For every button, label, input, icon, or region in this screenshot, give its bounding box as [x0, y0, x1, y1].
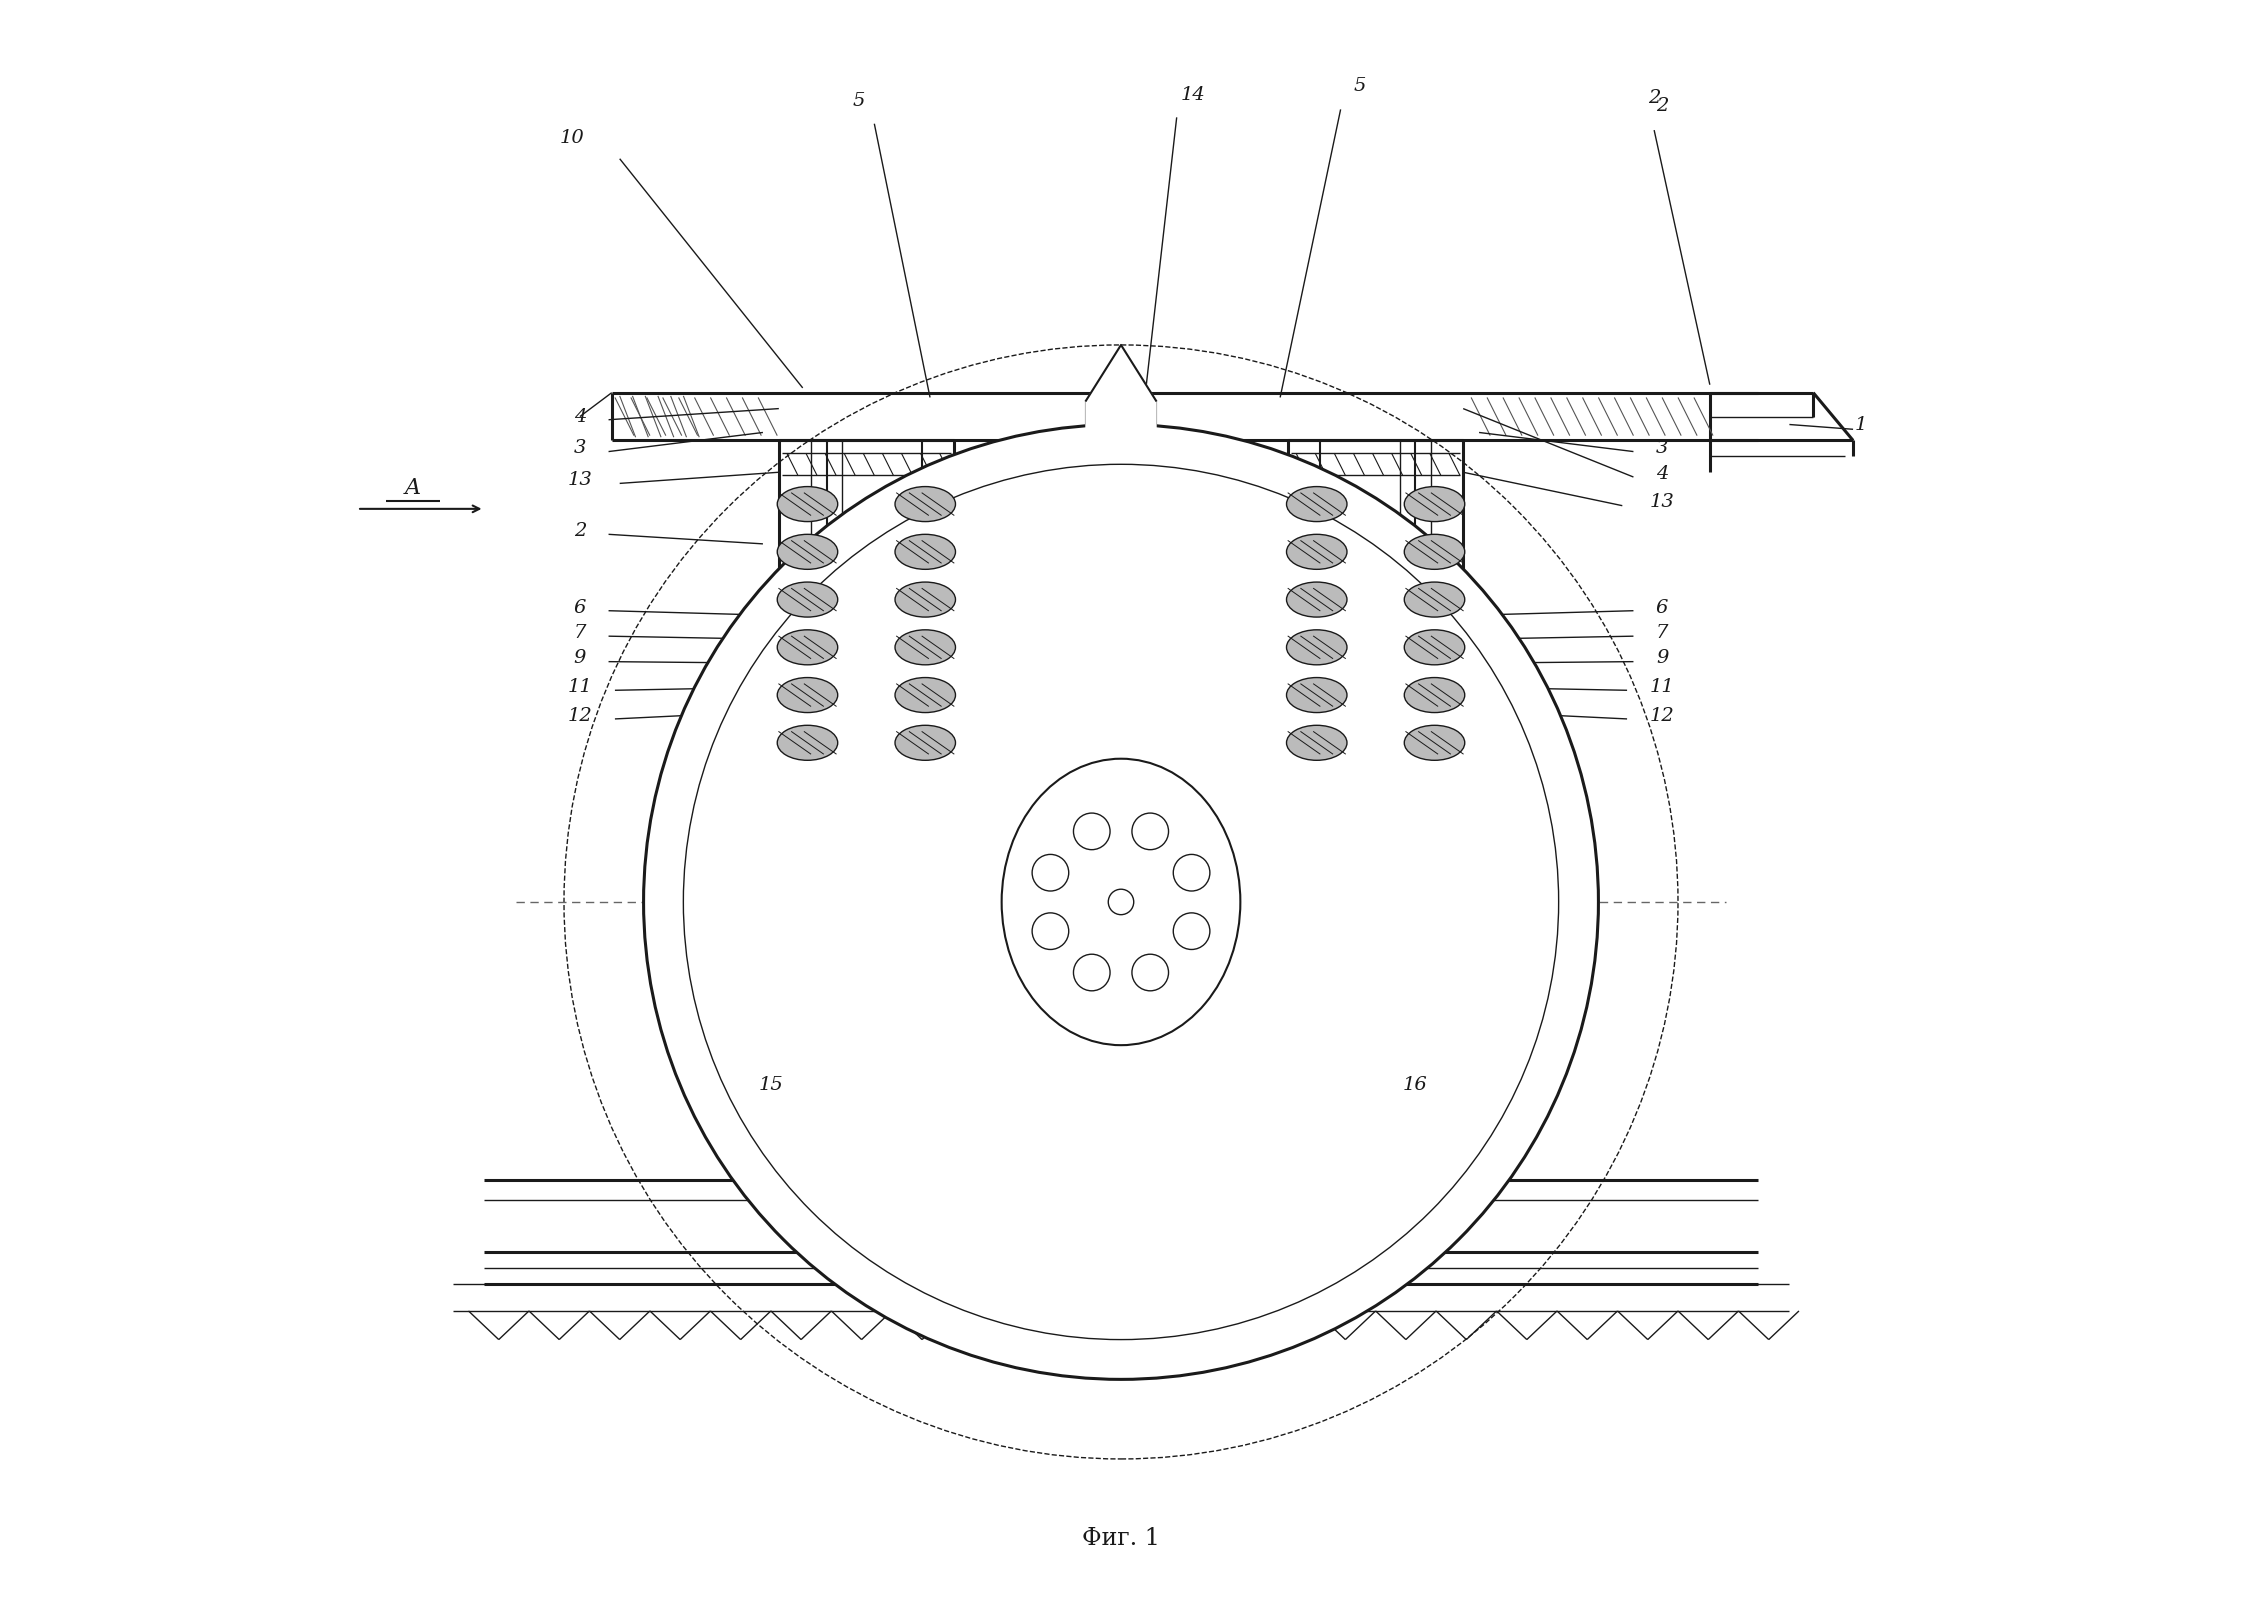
- Text: Фиг. 1: Фиг. 1: [1083, 1527, 1159, 1551]
- Text: 7: 7: [574, 624, 585, 642]
- Ellipse shape: [1002, 759, 1240, 1044]
- Ellipse shape: [895, 677, 955, 712]
- Ellipse shape: [895, 629, 955, 664]
- Text: 2: 2: [574, 522, 585, 540]
- Text: 15: 15: [758, 1076, 782, 1094]
- Text: 12: 12: [1650, 707, 1675, 725]
- Ellipse shape: [1403, 487, 1464, 522]
- Circle shape: [1132, 955, 1168, 990]
- Text: 8: 8: [1074, 1005, 1087, 1022]
- Text: B: B: [1148, 957, 1164, 974]
- Text: 2: 2: [1657, 97, 1668, 115]
- Circle shape: [1173, 913, 1211, 950]
- Text: 14: 14: [1179, 86, 1204, 104]
- Ellipse shape: [778, 677, 839, 712]
- Text: 9: 9: [574, 650, 585, 668]
- Circle shape: [1031, 913, 1069, 950]
- Text: 4: 4: [574, 407, 585, 425]
- Circle shape: [1074, 955, 1110, 990]
- Ellipse shape: [1403, 677, 1464, 712]
- Ellipse shape: [778, 725, 839, 760]
- Circle shape: [1132, 813, 1168, 850]
- Text: 10: 10: [560, 129, 585, 147]
- Ellipse shape: [1403, 535, 1464, 570]
- Text: 6: 6: [574, 599, 585, 616]
- Text: 1: 1: [1854, 415, 1868, 433]
- Text: 4: 4: [1657, 465, 1668, 482]
- Text: 11: 11: [1650, 679, 1675, 696]
- Text: 16: 16: [1403, 1076, 1428, 1094]
- Ellipse shape: [895, 581, 955, 616]
- Ellipse shape: [1287, 535, 1347, 570]
- Text: 8: 8: [1123, 1005, 1134, 1022]
- Polygon shape: [1085, 345, 1157, 441]
- Ellipse shape: [778, 581, 839, 616]
- Ellipse shape: [778, 535, 839, 570]
- Circle shape: [1031, 854, 1069, 891]
- Ellipse shape: [1403, 629, 1464, 664]
- Ellipse shape: [1287, 725, 1347, 760]
- Text: 13: 13: [567, 471, 592, 489]
- Text: 3: 3: [1657, 439, 1668, 457]
- Ellipse shape: [778, 487, 839, 522]
- Text: 7: 7: [1657, 624, 1668, 642]
- Text: 9: 9: [1657, 650, 1668, 668]
- Text: 2: 2: [1648, 89, 1661, 107]
- Circle shape: [1108, 890, 1134, 915]
- Text: 6: 6: [1657, 599, 1668, 616]
- Ellipse shape: [1287, 581, 1347, 616]
- Ellipse shape: [895, 487, 955, 522]
- Ellipse shape: [1287, 629, 1347, 664]
- Text: 11: 11: [567, 679, 592, 696]
- Ellipse shape: [1403, 725, 1464, 760]
- Text: 3: 3: [574, 439, 585, 457]
- Circle shape: [643, 425, 1599, 1380]
- Text: 12: 12: [567, 707, 592, 725]
- Ellipse shape: [1287, 487, 1347, 522]
- Ellipse shape: [895, 725, 955, 760]
- Ellipse shape: [1287, 677, 1347, 712]
- Ellipse shape: [778, 629, 839, 664]
- Circle shape: [1074, 813, 1110, 850]
- Text: 5: 5: [852, 93, 865, 110]
- Ellipse shape: [1403, 581, 1464, 616]
- Text: 5: 5: [1354, 77, 1365, 94]
- Text: 13: 13: [1650, 493, 1675, 511]
- Text: A: A: [406, 478, 421, 500]
- Circle shape: [1173, 854, 1211, 891]
- Ellipse shape: [895, 535, 955, 570]
